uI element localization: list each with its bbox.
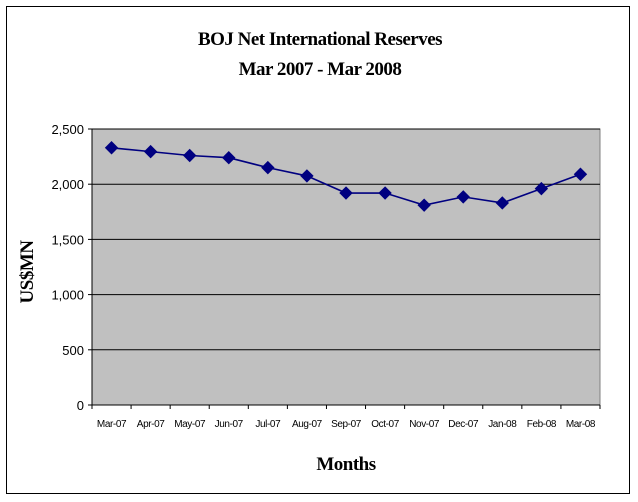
x-tick-label: Apr-07 bbox=[137, 419, 165, 430]
gridlines bbox=[92, 128, 600, 351]
data-point-marker bbox=[222, 150, 236, 165]
data-point-marker bbox=[339, 186, 353, 200]
plot-area bbox=[91, 128, 601, 406]
x-tick-label: Aug-07 bbox=[292, 419, 323, 430]
x-tick-label: May-07 bbox=[174, 419, 206, 430]
data-point-marker bbox=[456, 190, 470, 204]
y-tick-label: 1,500 bbox=[51, 232, 84, 247]
data-point-marker bbox=[378, 186, 392, 200]
data-point-marker bbox=[104, 141, 119, 155]
data-point-marker bbox=[300, 169, 314, 183]
y-tick-label: 2,000 bbox=[51, 177, 84, 192]
y-tick-label: 0 bbox=[77, 398, 84, 413]
data-point-marker bbox=[534, 181, 549, 196]
y-tick-label: 1,000 bbox=[51, 288, 84, 303]
x-tick-label: Jan-08 bbox=[488, 419, 517, 430]
x-tick-label: Nov-07 bbox=[409, 419, 440, 430]
x-tick-label: Dec-07 bbox=[448, 419, 479, 430]
x-axis: Mar-07 Apr-07 May-07 Jun-07 Jul-07 Aug-07 Sep-… bbox=[91, 404, 601, 430]
chart-title-line2: Mar 2007 - Mar 2008 bbox=[239, 59, 402, 80]
data-point-marker bbox=[417, 198, 431, 212]
y-tick-label: 500 bbox=[62, 343, 84, 358]
x-tick-label: Feb-08 bbox=[527, 419, 557, 430]
data-point-marker bbox=[261, 160, 275, 175]
y-axis: 0 500 1,000 1,500 2,000 2,500 bbox=[51, 122, 93, 413]
y-axis-title: US$MN bbox=[17, 240, 38, 304]
x-tick-label: Jul-07 bbox=[255, 419, 281, 430]
x-tick-label: Mar-08 bbox=[566, 419, 596, 430]
x-tick-label: Sep-07 bbox=[331, 419, 362, 430]
data-point-marker bbox=[495, 196, 510, 210]
x-axis-title: Months bbox=[316, 454, 375, 475]
x-tick-label: Jun-07 bbox=[215, 419, 244, 430]
x-tick-label: Oct-07 bbox=[371, 419, 399, 430]
y-tick-label: 2,500 bbox=[51, 122, 84, 137]
series-group bbox=[104, 141, 588, 212]
data-point-marker bbox=[573, 167, 588, 181]
data-point-marker bbox=[182, 148, 197, 163]
data-point-marker bbox=[143, 144, 158, 159]
x-tick-label: Mar-07 bbox=[97, 419, 127, 430]
chart-title-line1: BOJ Net International Reserves bbox=[198, 29, 442, 50]
